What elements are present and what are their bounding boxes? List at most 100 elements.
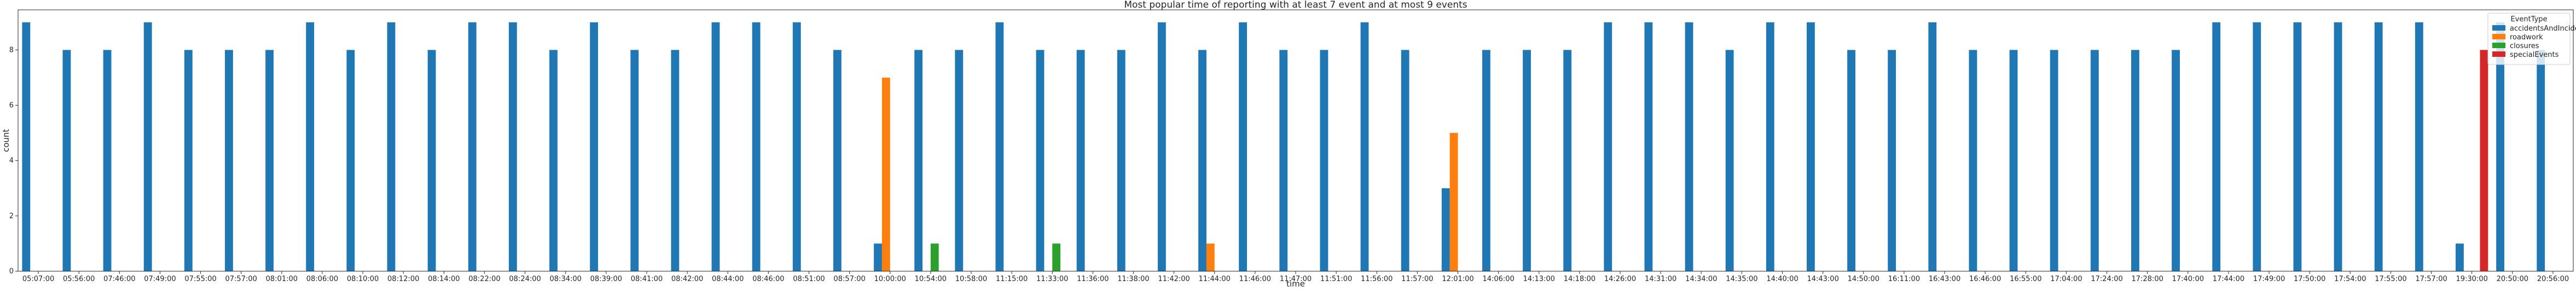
x-tick-label: 20:50:00 bbox=[2497, 275, 2528, 283]
x-tick-label: 17:49:00 bbox=[2253, 275, 2285, 283]
bar-accidentsAndIncidents-05-07-00 bbox=[22, 22, 31, 271]
x-tick-label: 14:06:00 bbox=[1482, 275, 1514, 283]
x-tick-label: 08:57:00 bbox=[833, 275, 865, 283]
bar-accidentsAndIncidents-08-44-00 bbox=[711, 22, 720, 271]
x-tick-label: 08:34:00 bbox=[550, 275, 582, 283]
x-tick-label: 11:38:00 bbox=[1117, 275, 1149, 283]
x-tick-label: 14:26:00 bbox=[1604, 275, 1636, 283]
bar-accidentsAndIncidents-14-31-00 bbox=[1644, 22, 1653, 271]
bar-accidentsAndIncidents-14-13-00 bbox=[1523, 50, 1531, 271]
axes-layer: 0 2 4 6 8 05:07:00 05:56:00 07:46:00 07:49:00 07:… bbox=[9, 9, 2574, 283]
x-tick-label: 17:04:00 bbox=[2050, 275, 2082, 283]
bar-accidentsAndIncidents-08-10-00 bbox=[346, 50, 355, 271]
y-axis-label: count bbox=[1, 129, 11, 152]
legend-frame bbox=[2487, 13, 2571, 65]
bar-accidentsAndIncidents-07-57-00 bbox=[225, 50, 233, 271]
bar-accidentsAndIncidents-14-50-00 bbox=[1847, 50, 1855, 271]
bar-accidentsAndIncidents-08-34-00 bbox=[549, 50, 558, 271]
bar-accidentsAndIncidents-08-06-00 bbox=[306, 22, 315, 271]
bar-accidentsAndIncidents-20-56-00 bbox=[2537, 50, 2545, 271]
x-tick-label: 17:54:00 bbox=[2334, 275, 2366, 283]
bar-accidentsAndIncidents-10-00-00 bbox=[874, 243, 882, 271]
x-tick-label: 11:42:00 bbox=[1158, 275, 1190, 283]
bar-accidentsAndIncidents-20-50-00 bbox=[2496, 22, 2504, 271]
bar-accidentsAndIncidents-17-44-00 bbox=[2212, 22, 2221, 271]
bar-roadwork-12-01-00 bbox=[1449, 133, 1458, 271]
bar-accidentsAndIncidents-17-49-00 bbox=[2253, 22, 2261, 271]
x-tick-label: 11:51:00 bbox=[1320, 275, 1352, 283]
bar-accidentsAndIncidents-05-56-00 bbox=[62, 50, 71, 271]
bar-accidentsAndIncidents-08-41-00 bbox=[630, 50, 639, 271]
x-tick-label: 17:28:00 bbox=[2131, 275, 2163, 283]
x-axis-label: time bbox=[1286, 279, 1305, 289]
bar-accidentsAndIncidents-11-42-00 bbox=[1157, 22, 1166, 271]
bar-accidentsAndIncidents-11-47-00 bbox=[1279, 50, 1288, 271]
x-tick-label: 14:31:00 bbox=[1645, 275, 1676, 283]
chart-title: Most popular time of reporting with at l… bbox=[1124, 0, 1467, 10]
bar-accidentsAndIncidents-16-55-00 bbox=[2009, 50, 2018, 271]
x-tick-label: 08:22:00 bbox=[468, 275, 500, 283]
bar-accidentsAndIncidents-19-30-00 bbox=[2456, 243, 2464, 271]
x-tick-label: 16:11:00 bbox=[1888, 275, 1920, 283]
x-tick-label: 17:24:00 bbox=[2091, 275, 2122, 283]
x-tick-label: 08:01:00 bbox=[266, 275, 298, 283]
y-tick-label: 8 bbox=[9, 46, 14, 54]
legend-label-specialEvents: specialEvents bbox=[2510, 51, 2559, 59]
x-tick-label: 11:57:00 bbox=[1401, 275, 1433, 283]
x-tick-label: 11:33:00 bbox=[1036, 275, 1068, 283]
x-tick-label: 05:56:00 bbox=[63, 275, 95, 283]
y-tick-label: 0 bbox=[9, 267, 14, 276]
x-tick-label: 16:43:00 bbox=[1929, 275, 1960, 283]
bar-accidentsAndIncidents-17-57-00 bbox=[2415, 22, 2423, 271]
bar-accidentsAndIncidents-08-57-00 bbox=[833, 50, 842, 271]
x-tick-label: 10:54:00 bbox=[915, 275, 947, 283]
bar-closures-10-54-00 bbox=[930, 243, 939, 271]
bar-accidentsAndIncidents-11-33-00 bbox=[1036, 50, 1045, 271]
bar-accidentsAndIncidents-11-15-00 bbox=[995, 22, 1004, 271]
x-tick-label: 17:50:00 bbox=[2294, 275, 2325, 283]
y-tick-label: 4 bbox=[9, 157, 14, 165]
bar-accidentsAndIncidents-11-46-00 bbox=[1239, 22, 1248, 271]
x-tick-label: 12:01:00 bbox=[1442, 275, 1473, 283]
x-tick-label: 17:57:00 bbox=[2415, 275, 2447, 283]
y-tick-label: 6 bbox=[9, 102, 14, 110]
x-tick-label: 14:43:00 bbox=[1807, 275, 1838, 283]
bar-accidentsAndIncidents-07-49-00 bbox=[143, 22, 152, 271]
bar-accidentsAndIncidents-11-44-00 bbox=[1198, 50, 1206, 271]
bar-accidentsAndIncidents-17-28-00 bbox=[2131, 50, 2139, 271]
y-tick-label: 2 bbox=[9, 212, 14, 220]
bar-accidentsAndIncidents-14-18-00 bbox=[1563, 50, 1572, 271]
bar-accidentsAndIncidents-12-01-00 bbox=[1441, 188, 1450, 271]
x-tick-label: 14:40:00 bbox=[1766, 275, 1798, 283]
bar-accidentsAndIncidents-16-46-00 bbox=[1969, 50, 1977, 271]
bar-accidentsAndIncidents-08-24-00 bbox=[508, 22, 517, 271]
bar-accidentsAndIncidents-17-04-00 bbox=[2050, 50, 2058, 271]
x-tick-label: 14:18:00 bbox=[1564, 275, 1596, 283]
x-tick-label: 07:49:00 bbox=[144, 275, 176, 283]
bar-roadwork-10-00-00 bbox=[881, 77, 890, 271]
x-tick-label: 19:30:00 bbox=[2456, 275, 2487, 283]
bar-accidentsAndIncidents-08-42-00 bbox=[671, 50, 680, 271]
bar-accidentsAndIncidents-10-58-00 bbox=[955, 50, 964, 271]
legend-label-closures: closures bbox=[2510, 42, 2539, 50]
bar-accidentsAndIncidents-11-51-00 bbox=[1320, 50, 1328, 271]
legend: EventType accidentsAndIncidentsroadworkc… bbox=[2487, 13, 2576, 65]
x-tick-label: 07:46:00 bbox=[103, 275, 135, 283]
bar-accidentsAndIncidents-08-51-00 bbox=[792, 22, 801, 271]
bar-accidentsAndIncidents-10-54-00 bbox=[914, 50, 923, 271]
x-tick-label: 05:07:00 bbox=[22, 275, 54, 283]
x-tick-label: 11:46:00 bbox=[1239, 275, 1271, 283]
bar-accidentsAndIncidents-11-36-00 bbox=[1076, 50, 1085, 271]
bar-accidentsAndIncidents-08-46-00 bbox=[752, 22, 761, 271]
x-tick-label: 07:55:00 bbox=[184, 275, 216, 283]
x-tick-label: 10:58:00 bbox=[955, 275, 987, 283]
x-tick-label: 14:35:00 bbox=[1726, 275, 1757, 283]
x-tick-label: 08:44:00 bbox=[712, 275, 744, 283]
bar-accidentsAndIncidents-14-34-00 bbox=[1685, 22, 1693, 271]
legend-items: accidentsAndIncidentsroadworkclosuresspe… bbox=[2492, 25, 2576, 59]
bar-accidentsAndIncidents-16-11-00 bbox=[1888, 50, 1896, 271]
x-tick-label: 14:13:00 bbox=[1523, 275, 1555, 283]
legend-label-roadwork: roadwork bbox=[2510, 33, 2543, 42]
bar-accidentsAndIncidents-14-06-00 bbox=[1482, 50, 1490, 271]
bar-accidentsAndIncidents-08-14-00 bbox=[427, 50, 436, 271]
